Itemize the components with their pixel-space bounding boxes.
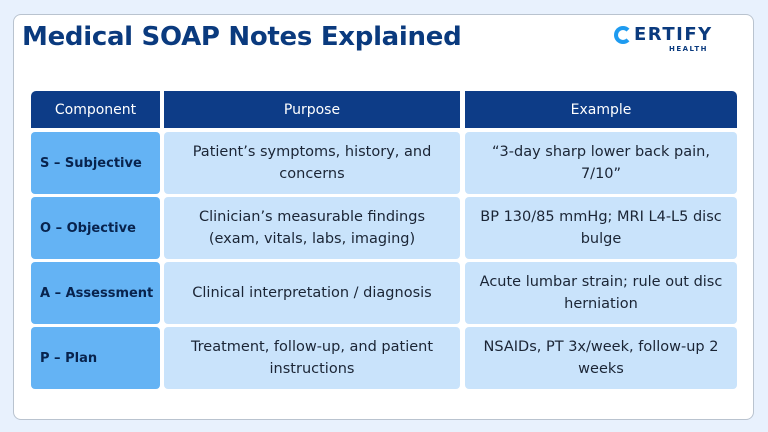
- header-purpose: Purpose: [164, 91, 460, 128]
- header-component: Component: [31, 91, 160, 128]
- row-o-example: BP 130/85 mmHg; MRI L4-L5 disc bulge: [465, 197, 737, 259]
- logo-sub-text: HEALTH: [669, 45, 708, 53]
- logo-c-icon: [614, 25, 632, 44]
- row-a-purpose: Clinical interpretation / diagnosis: [164, 262, 460, 324]
- row-p-example: NSAIDs, PT 3x/week, follow-up 2 weeks: [465, 327, 737, 389]
- row-o-purpose: Clinician’s measurable findings (exam, v…: [164, 197, 460, 259]
- row-a-component: A – Assessment: [31, 262, 160, 324]
- row-s-example: “3-day sharp lower back pain, 7/10”: [465, 132, 737, 194]
- page-title: Medical SOAP Notes Explained: [22, 22, 462, 52]
- logo-main-text: ERTIFY: [634, 24, 713, 45]
- logo-wordmark: ERTIFY: [614, 24, 713, 45]
- header-example: Example: [465, 91, 737, 128]
- row-s-component: S – Subjective: [31, 132, 160, 194]
- row-o-component: O – Objective: [31, 197, 160, 259]
- row-p-component: P – Plan: [31, 327, 160, 389]
- certify-health-logo: ERTIFY HEALTH: [614, 24, 724, 62]
- row-s-purpose: Patient’s symptoms, history, and concern…: [164, 132, 460, 194]
- row-a-example: Acute lumbar strain; rule out disc herni…: [465, 262, 737, 324]
- row-p-purpose: Treatment, follow-up, and patient instru…: [164, 327, 460, 389]
